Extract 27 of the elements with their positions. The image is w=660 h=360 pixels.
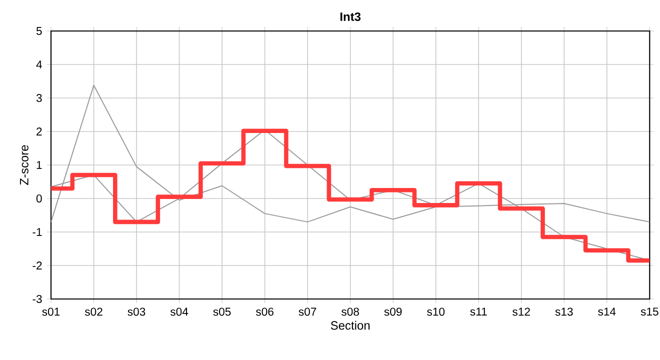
x-tick-label: s12 [512,308,530,316]
y-tick-label: -2 [32,262,42,270]
x-tick-label: s03 [128,308,146,316]
y-tick-label: 5 [36,27,42,35]
y-tick-label: 2 [36,128,42,136]
x-tick-label: s06 [256,308,274,316]
y-tick-label: 1 [36,161,42,169]
x-tick-label: s11 [470,308,487,316]
chart-title: Int3 [340,12,361,21]
y-tick-label: 0 [36,194,42,202]
x-tick-label: s07 [298,308,316,316]
x-tick-label: s10 [427,308,445,316]
y-tick-label: -3 [32,294,42,303]
y-axis-title: Z-score [20,145,28,185]
x-tick-label: s02 [84,308,102,316]
x-tick-label: s05 [213,308,231,316]
x-tick-label: s04 [170,308,188,316]
y-tick-label: 3 [36,94,42,102]
x-tick-label: s15 [640,308,658,316]
x-tick-label: s01 [42,308,60,316]
x-tick-label: s14 [598,308,616,316]
x-tick-label: s09 [384,308,402,316]
y-tick-label: 4 [36,60,42,68]
x-tick-label: s13 [555,308,573,316]
x-axis-title: Section [330,320,370,330]
x-tick-label: s08 [342,308,359,316]
y-tick-label: -1 [32,228,42,236]
